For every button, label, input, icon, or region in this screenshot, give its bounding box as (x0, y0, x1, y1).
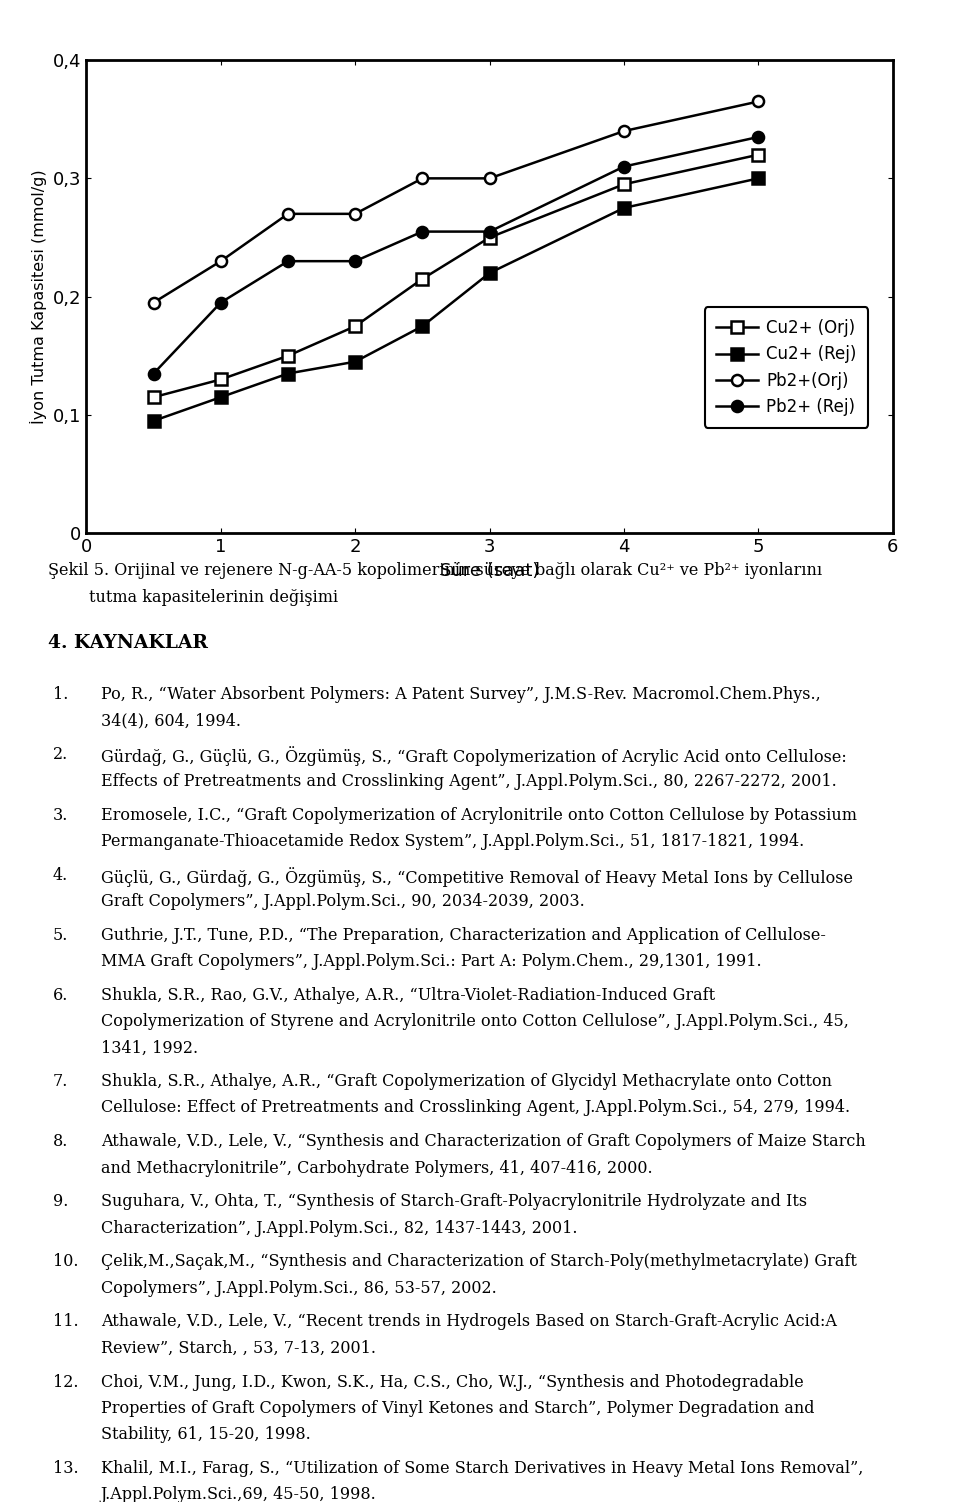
Text: Guthrie, J.T., Tune, P.D., “The Preparation, Characterization and Application of: Guthrie, J.T., Tune, P.D., “The Preparat… (101, 927, 826, 943)
Text: Cellulose: Effect of Pretreatments and Crosslinking Agent, J.Appl.Polym.Sci., 54: Cellulose: Effect of Pretreatments and C… (101, 1099, 850, 1116)
Cu2+ (Rej) (618, 198, 630, 216)
Text: Çelik,M.,Saçak,M., “Synthesis and Characterization of Starch-Poly(methylmetacryl: Çelik,M.,Saçak,M., “Synthesis and Charac… (101, 1254, 856, 1271)
Text: 7.: 7. (53, 1074, 68, 1090)
Cu2+ (Orj) (148, 388, 159, 406)
Text: 8.: 8. (53, 1134, 68, 1151)
Text: MMA Graft Copolymers”, J.Appl.Polym.Sci.: Part A: Polym.Chem., 29,1301, 1991.: MMA Graft Copolymers”, J.Appl.Polym.Sci.… (101, 954, 761, 970)
Text: Gürdağ, G., Güçlü, G., Özgümüş, S., “Graft Copolymerization of Acrylic Acid onto: Gürdağ, G., Güçlü, G., Özgümüş, S., “Gra… (101, 746, 847, 766)
Text: 3.: 3. (53, 807, 68, 823)
Text: Shukla, S.R., Rao, G.V., Athalye, A.R., “Ultra-Violet-Radiation-Induced Graft: Shukla, S.R., Rao, G.V., Athalye, A.R., … (101, 987, 715, 1003)
Text: 2.: 2. (53, 746, 68, 763)
Text: J.Appl.Polym.Sci.,69, 45-50, 1998.: J.Appl.Polym.Sci.,69, 45-50, 1998. (101, 1487, 376, 1502)
Text: Properties of Graft Copolymers of Vinyl Ketones and Starch”, Polymer Degradation: Properties of Graft Copolymers of Vinyl … (101, 1400, 814, 1416)
Pb2+(Orj) (484, 170, 495, 188)
Cu2+ (Rej) (753, 170, 764, 188)
Text: Review”, Starch, , 53, 7-13, 2001.: Review”, Starch, , 53, 7-13, 2001. (101, 1340, 375, 1356)
Cu2+ (Orj) (215, 371, 227, 389)
Text: 10.: 10. (53, 1254, 79, 1271)
Y-axis label: İyon Tutma Kapasitesi (mmol/g): İyon Tutma Kapasitesi (mmol/g) (31, 170, 47, 424)
Text: 4.: 4. (53, 867, 68, 883)
Text: 1341, 1992.: 1341, 1992. (101, 1039, 198, 1056)
Text: Athawale, V.D., Lele, V., “Synthesis and Characterization of Graft Copolymers of: Athawale, V.D., Lele, V., “Synthesis and… (101, 1134, 866, 1151)
Pb2+(Orj) (148, 293, 159, 311)
Text: Eromosele, I.C., “Graft Copolymerization of Acrylonitrile onto Cotton Cellulose : Eromosele, I.C., “Graft Copolymerization… (101, 807, 856, 823)
Text: Copolymerization of Styrene and Acrylonitrile onto Cotton Cellulose”, J.Appl.Pol: Copolymerization of Styrene and Acryloni… (101, 1014, 849, 1030)
Cu2+ (Rej) (484, 264, 495, 282)
Pb2+ (Rej) (417, 222, 428, 240)
Text: Graft Copolymers”, J.Appl.Polym.Sci., 90, 2034-2039, 2003.: Graft Copolymers”, J.Appl.Polym.Sci., 90… (101, 892, 585, 910)
Pb2+ (Rej) (484, 222, 495, 240)
Text: 5.: 5. (53, 927, 68, 943)
Text: Şekil 5. Orijinal ve rejenere N-g-AA-5 kopolimerinin süreye bağlı olarak Cu²⁺ ve: Şekil 5. Orijinal ve rejenere N-g-AA-5 k… (48, 562, 822, 578)
Cu2+ (Orj) (282, 347, 294, 365)
Legend: Cu2+ (Orj), Cu2+ (Rej), Pb2+(Orj), Pb2+ (Rej): Cu2+ (Orj), Cu2+ (Rej), Pb2+(Orj), Pb2+ … (705, 308, 869, 428)
Text: Shukla, S.R., Athalye, A.R., “Graft Copolymerization of Glycidyl Methacrylate on: Shukla, S.R., Athalye, A.R., “Graft Copo… (101, 1074, 831, 1090)
Text: tutma kapasitelerinin değişimi: tutma kapasitelerinin değişimi (48, 589, 338, 605)
Pb2+ (Rej) (282, 252, 294, 270)
Pb2+ (Rej) (215, 293, 227, 311)
Text: 4. KAYNAKLAR: 4. KAYNAKLAR (48, 634, 208, 652)
Text: Choi, V.M., Jung, I.D., Kwon, S.K., Ha, C.S., Cho, W.J., “Synthesis and Photodeg: Choi, V.M., Jung, I.D., Kwon, S.K., Ha, … (101, 1374, 804, 1391)
Line: Cu2+ (Rej): Cu2+ (Rej) (148, 173, 764, 427)
Text: 6.: 6. (53, 987, 68, 1003)
Pb2+(Orj) (618, 122, 630, 140)
Text: Copolymers”, J.Appl.Polym.Sci., 86, 53-57, 2002.: Copolymers”, J.Appl.Polym.Sci., 86, 53-5… (101, 1280, 496, 1296)
Pb2+(Orj) (417, 170, 428, 188)
Cu2+ (Rej) (215, 388, 227, 406)
Cu2+ (Orj) (484, 228, 495, 246)
Line: Pb2+ (Rej): Pb2+ (Rej) (148, 131, 764, 379)
Cu2+ (Orj) (618, 176, 630, 194)
Pb2+(Orj) (215, 252, 227, 270)
Text: Stability, 61, 15-20, 1998.: Stability, 61, 15-20, 1998. (101, 1427, 310, 1443)
Text: Effects of Pretreatments and Crosslinking Agent”, J.Appl.Polym.Sci., 80, 2267-22: Effects of Pretreatments and Crosslinkin… (101, 772, 836, 790)
Pb2+ (Rej) (148, 365, 159, 383)
Text: 12.: 12. (53, 1374, 79, 1391)
Pb2+(Orj) (753, 93, 764, 111)
Cu2+ (Orj) (753, 146, 764, 164)
Text: 1.: 1. (53, 686, 68, 703)
Text: 13.: 13. (53, 1460, 79, 1476)
Text: and Methacrylonitrile”, Carbohydrate Polymers, 41, 407-416, 2000.: and Methacrylonitrile”, Carbohydrate Pol… (101, 1160, 653, 1176)
Text: 34(4), 604, 1994.: 34(4), 604, 1994. (101, 713, 241, 730)
Cu2+ (Rej) (349, 353, 361, 371)
Text: Permanganate-Thioacetamide Redox System”, J.Appl.Polym.Sci., 51, 1817-1821, 1994: Permanganate-Thioacetamide Redox System”… (101, 832, 804, 850)
Cu2+ (Orj) (417, 270, 428, 288)
X-axis label: Süre (saat): Süre (saat) (440, 562, 540, 580)
Cu2+ (Rej) (417, 317, 428, 335)
Text: Suguhara, V., Ohta, T., “Synthesis of Starch-Graft-Polyacrylonitrile Hydrolyzate: Suguhara, V., Ohta, T., “Synthesis of St… (101, 1194, 807, 1211)
Text: Po, R., “Water Absorbent Polymers: A Patent Survey”, J.M.S-Rev. Macromol.Chem.Ph: Po, R., “Water Absorbent Polymers: A Pat… (101, 686, 821, 703)
Pb2+(Orj) (282, 204, 294, 222)
Pb2+(Orj) (349, 204, 361, 222)
Cu2+ (Orj) (349, 317, 361, 335)
Pb2+ (Rej) (753, 128, 764, 146)
Text: Güçlü, G., Gürdağ, G., Özgümüş, S., “Competitive Removal of Heavy Metal Ions by : Güçlü, G., Gürdağ, G., Özgümüş, S., “Com… (101, 867, 852, 886)
Text: Characterization”, J.Appl.Polym.Sci., 82, 1437-1443, 2001.: Characterization”, J.Appl.Polym.Sci., 82… (101, 1220, 577, 1236)
Cu2+ (Rej) (282, 365, 294, 383)
Text: 9.: 9. (53, 1194, 68, 1211)
Cu2+ (Rej) (148, 412, 159, 430)
Line: Pb2+(Orj): Pb2+(Orj) (148, 96, 764, 308)
Text: 11.: 11. (53, 1314, 79, 1331)
Text: Athawale, V.D., Lele, V., “Recent trends in Hydrogels Based on Starch-Graft-Acry: Athawale, V.D., Lele, V., “Recent trends… (101, 1314, 837, 1331)
Pb2+ (Rej) (618, 158, 630, 176)
Text: Khalil, M.I., Farag, S., “Utilization of Some Starch Derivatives in Heavy Metal : Khalil, M.I., Farag, S., “Utilization of… (101, 1460, 863, 1476)
Pb2+ (Rej) (349, 252, 361, 270)
Line: Cu2+ (Orj): Cu2+ (Orj) (148, 149, 764, 403)
